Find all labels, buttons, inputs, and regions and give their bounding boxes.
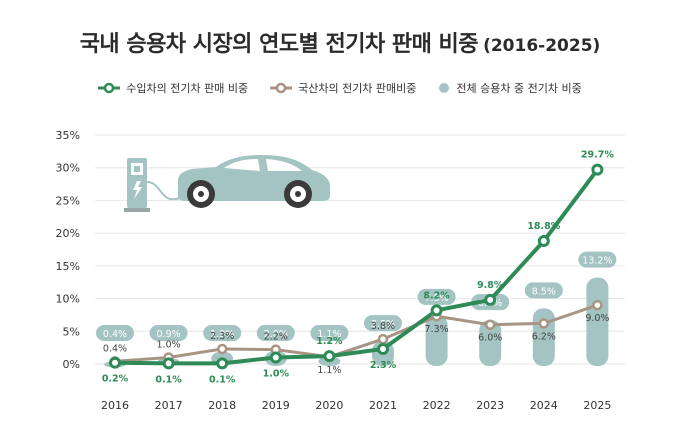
marker-domestic: [592, 299, 603, 311]
marker-domestic: [216, 343, 228, 355]
legend-item-total: 전체 승용차 중 전기차 비중: [438, 80, 582, 96]
legend-swatch-total: [439, 83, 450, 93]
marker-import: [216, 357, 229, 370]
series-markers: [109, 163, 604, 370]
line-import: [114, 168, 599, 366]
marker-import: [591, 163, 604, 176]
point-label-import: 0.1%: [155, 374, 182, 385]
bar-total-label: 8.5%: [532, 286, 556, 297]
legend-label-domestic: 국산차의 전기차 판매비중: [298, 82, 417, 95]
point-label-import: 1.2%: [316, 336, 343, 347]
bar-total-label-pill: [524, 282, 563, 299]
bar-total: [586, 277, 609, 366]
x-tick-label: 2018: [208, 399, 236, 412]
x-tick-label: 2025: [583, 399, 611, 412]
point-label-import: 0.1%: [209, 374, 236, 385]
bar-total-label: 1.9%: [210, 329, 234, 340]
x-tick-label: 2022: [423, 399, 451, 412]
marker-import: [484, 293, 497, 306]
ev-charging-car-icon: [124, 155, 330, 212]
x-tick-label: 2016: [101, 399, 129, 412]
chart-title: 국내 승용차 시장의 연도별 전기차 판매 비중 (2016-2025): [0, 26, 680, 58]
bar-total-label: 0.9%: [157, 329, 181, 340]
marker-import: [537, 234, 550, 247]
series-point-labels: 0.4% 1.0% 2.3% 2.2% 1.1% 3.8% 7.3% 6.0% 6.2% 9.0%…: [102, 150, 615, 386]
series-lines: [114, 168, 599, 366]
x-axis: 2016 2017 2018 2019 2020 2021 2022 2023 2024 2025: [101, 399, 611, 412]
x-tick-label: 2024: [530, 399, 558, 412]
marker-import: [377, 342, 389, 355]
x-tick-label: 2020: [315, 399, 343, 412]
point-label-import: 18.8%: [527, 221, 560, 232]
legend-swatch-import: [98, 82, 121, 94]
point-label-import: 2.3%: [370, 360, 397, 371]
point-label-domestic: 2.3%: [210, 331, 234, 342]
point-label-import: 0.2%: [102, 374, 129, 385]
bar-total-label: 3.5%: [371, 319, 395, 330]
legend-item-domestic: 국산차의 전기차 판매비중: [270, 80, 416, 96]
marker-domestic: [377, 333, 389, 345]
bar-total-label: 2.0%: [264, 329, 288, 340]
bar-total-label-pill: [364, 315, 402, 332]
legend-swatch-domestic: [270, 82, 293, 94]
bar-total-label-pill: [203, 325, 242, 341]
point-label-domestic: 7.3%: [425, 324, 449, 335]
point-label-import: 8.2%: [423, 290, 450, 301]
bar-total-label: 7.5%: [425, 293, 449, 304]
point-label-import: 29.7%: [581, 150, 614, 161]
x-tick-label: 2023: [476, 399, 504, 412]
bar-total-label: 1.1%: [317, 329, 341, 340]
x-tick-label: 2019: [262, 399, 290, 412]
x-tick-label: 2021: [369, 399, 397, 412]
point-label-domestic: 3.8%: [371, 321, 395, 332]
point-label-domestic: 2.2%: [264, 332, 288, 343]
marker-domestic: [484, 319, 496, 330]
point-label-domestic: 1.0%: [157, 339, 181, 350]
marker-import: [162, 357, 175, 370]
bar-total-label: 0.4%: [103, 329, 127, 340]
point-label-domestic: 6.2%: [532, 331, 556, 342]
marker-domestic: [538, 318, 550, 329]
x-tick-label: 2017: [155, 399, 183, 412]
bar-total-label-pill: [96, 325, 134, 341]
point-label-import: 1.0%: [263, 368, 290, 379]
chart-title-main: 국내 승용차 시장의 연도별 전기차 판매 비중: [79, 32, 479, 57]
y-tick-label: 35%: [56, 129, 80, 142]
legend-label-total: 전체 승용차 중 전기차 비중: [456, 82, 582, 95]
bar-total-label-pill: [578, 251, 617, 268]
bar-total-label-pill: [417, 288, 456, 305]
marker-import: [323, 350, 336, 363]
marker-import: [430, 304, 443, 317]
line-domestic: [114, 303, 598, 363]
point-label-domestic: 6.0%: [478, 333, 502, 344]
chart-title-range: (2016-2025): [483, 36, 601, 56]
y-tick-label: 25%: [56, 194, 80, 207]
bar-total: [425, 314, 448, 366]
legend: 수입차의 전기차 판매 비중 국산차의 전기차 판매비중 전체 승용차 중 전기…: [0, 80, 680, 96]
marker-import: [109, 356, 121, 369]
point-label-domestic: 9.0%: [585, 313, 609, 324]
legend-item-import: 수입차의 전기차 판매 비중: [98, 80, 248, 96]
point-label-import: 9.8%: [477, 280, 504, 291]
y-tick-label: 20%: [56, 227, 80, 240]
y-tick-label: 5%: [63, 325, 80, 338]
point-label-domestic: 1.1%: [317, 365, 341, 376]
marker-import: [269, 351, 282, 364]
y-tick-label: 30%: [56, 162, 80, 175]
bar-total: [479, 320, 502, 366]
y-axis: 0% 5% 10% 15% 20% 25% 30% 35%: [56, 129, 80, 371]
y-tick-label: 15%: [56, 260, 80, 273]
y-tick-label: 10%: [56, 293, 80, 306]
y-tick-label: 0%: [63, 358, 80, 371]
legend-label-import: 수입차의 전기차 판매 비중: [126, 82, 249, 95]
point-label-domestic: 0.4%: [103, 343, 127, 354]
bar-total-label-pill: [256, 324, 295, 341]
bar-total-label-pill: [310, 325, 349, 341]
bar-total-label: 13.2%: [582, 256, 612, 267]
bar-total-label-pill: [149, 325, 188, 341]
